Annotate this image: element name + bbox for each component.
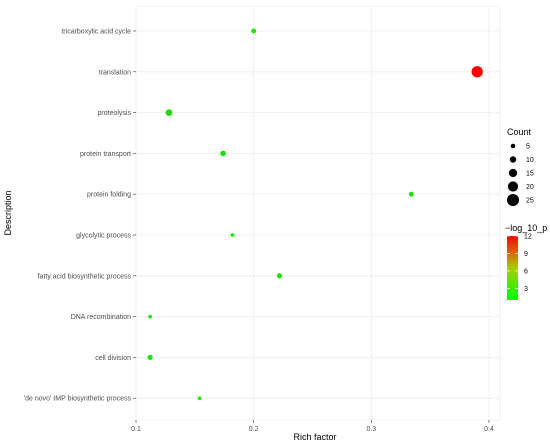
count-legend-dot bbox=[507, 181, 519, 192]
y-tick-labels: tricarboxylic acid cycle translation prote… bbox=[24, 29, 136, 403]
x-tick-label: 0.4 bbox=[484, 426, 494, 433]
y-tick-label: cell division bbox=[95, 355, 131, 362]
log10p-colorbar bbox=[507, 236, 518, 300]
y-tick-label: translation bbox=[99, 69, 131, 76]
data-point bbox=[251, 28, 257, 34]
data-point bbox=[276, 273, 283, 279]
x-axis-title: Rich factor bbox=[293, 432, 336, 442]
count-legend-dot bbox=[506, 193, 520, 207]
colorbar-label: 6 bbox=[524, 268, 528, 275]
count-legend-label: 10 bbox=[526, 157, 534, 164]
count-legend-dot bbox=[508, 168, 518, 178]
data-point bbox=[220, 150, 226, 157]
y-tick-label: protein folding bbox=[87, 192, 131, 199]
data-point bbox=[230, 233, 235, 237]
count-legend-label: 25 bbox=[526, 198, 534, 205]
data-point bbox=[197, 396, 202, 401]
grid-lines bbox=[135, 6, 500, 420]
count-legend-label: 20 bbox=[526, 184, 534, 191]
log10p-legend-title: −log_10_p bbox=[505, 223, 547, 233]
colorbar-label: 3 bbox=[524, 286, 528, 293]
data-points bbox=[147, 28, 483, 401]
data-point bbox=[471, 66, 483, 78]
colorbar-label: 9 bbox=[524, 251, 528, 258]
count-legend-dot bbox=[510, 143, 516, 149]
data-point bbox=[165, 109, 173, 116]
log10p-legend: −log_10_p 3 6 9 12 bbox=[505, 223, 547, 300]
count-legend-label: 15 bbox=[526, 171, 534, 178]
data-point bbox=[147, 354, 153, 361]
y-tick-label: proteolysis bbox=[98, 110, 132, 117]
x-tick-labels: 0.1 0.2 0.3 0.4 bbox=[131, 420, 494, 433]
y-tick-label: 'de novo' IMP biosynthetic process bbox=[24, 396, 132, 403]
plot-panel bbox=[135, 5, 501, 421]
x-tick-label: 0.3 bbox=[366, 426, 376, 433]
count-legend-title: Count bbox=[507, 127, 532, 137]
y-tick-label: protein transport bbox=[80, 151, 131, 158]
count-legend: Count 5 10 15 20 25 bbox=[506, 127, 534, 207]
count-legend-dot bbox=[509, 156, 517, 163]
y-axis-title: Description bbox=[3, 190, 13, 235]
y-tick-label: glycolytic process bbox=[76, 233, 131, 240]
count-legend-label: 5 bbox=[526, 144, 530, 151]
x-tick-label: 0.2 bbox=[249, 426, 259, 433]
data-point bbox=[148, 314, 152, 319]
y-tick-label: fatty acid biosynthetic process bbox=[38, 273, 132, 280]
y-tick-label: DNA recombination bbox=[71, 314, 131, 321]
y-tick-label: tricarboxylic acid cycle bbox=[61, 29, 131, 36]
x-tick-label: 0.1 bbox=[131, 426, 141, 433]
data-point bbox=[408, 191, 414, 197]
colorbar-label: 12 bbox=[524, 234, 532, 241]
